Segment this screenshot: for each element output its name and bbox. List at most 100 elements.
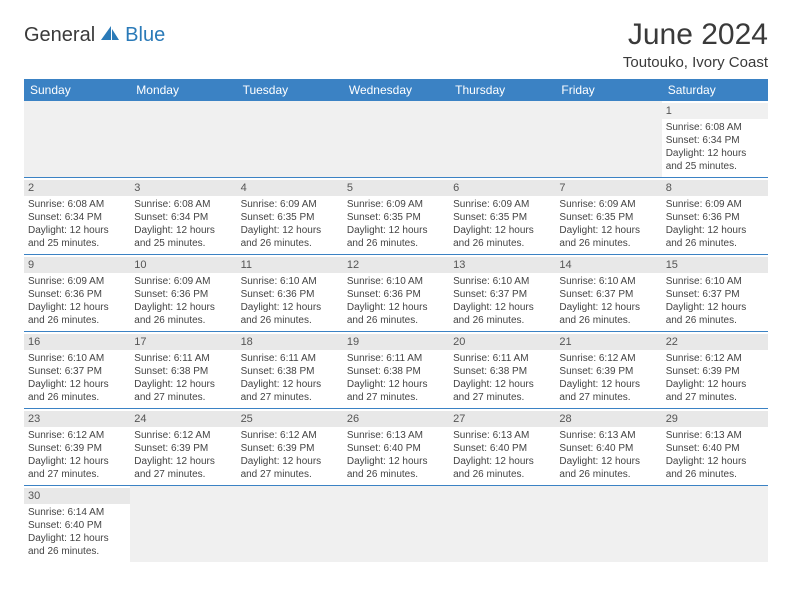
calendar-cell: 15Sunrise: 6:10 AMSunset: 6:37 PMDayligh… [662,255,768,332]
info-line: and 25 minutes. [28,237,126,250]
info-line: Sunrise: 6:09 AM [559,198,657,211]
day-header-friday: Friday [555,79,661,101]
day-info: Sunrise: 6:12 AMSunset: 6:39 PMDaylight:… [559,352,657,404]
day-number: 23 [24,411,130,427]
info-line: Sunset: 6:38 PM [134,365,232,378]
header: General Blue June 2024 Toutouko, Ivory C… [24,18,768,71]
info-line: Sunset: 6:40 PM [559,442,657,455]
day-number: 1 [662,103,768,119]
day-number: 6 [449,180,555,196]
info-line: and 26 minutes. [347,237,445,250]
day-number: 19 [343,334,449,350]
info-line: Sunset: 6:36 PM [134,288,232,301]
info-line: Sunrise: 6:10 AM [559,275,657,288]
calendar-cell: 16Sunrise: 6:10 AMSunset: 6:37 PMDayligh… [24,332,130,409]
day-info: Sunrise: 6:11 AMSunset: 6:38 PMDaylight:… [453,352,551,404]
day-number: 26 [343,411,449,427]
day-info: Sunrise: 6:09 AMSunset: 6:35 PMDaylight:… [453,198,551,250]
info-line: and 26 minutes. [666,314,764,327]
info-line: Daylight: 12 hours [241,301,339,314]
day-info: Sunrise: 6:09 AMSunset: 6:35 PMDaylight:… [347,198,445,250]
info-line: Daylight: 12 hours [134,224,232,237]
info-line: and 25 minutes. [666,160,764,173]
calendar-cell: 12Sunrise: 6:10 AMSunset: 6:36 PMDayligh… [343,255,449,332]
info-line: Sunrise: 6:09 AM [347,198,445,211]
info-line: Sunset: 6:35 PM [559,211,657,224]
day-number: 24 [130,411,236,427]
day-info: Sunrise: 6:10 AMSunset: 6:37 PMDaylight:… [666,275,764,327]
info-line: Sunset: 6:39 PM [559,365,657,378]
day-info: Sunrise: 6:10 AMSunset: 6:36 PMDaylight:… [347,275,445,327]
info-line: Daylight: 12 hours [559,301,657,314]
day-info: Sunrise: 6:11 AMSunset: 6:38 PMDaylight:… [347,352,445,404]
calendar-cell: 23 Sunrise: 6:12 AMSunset: 6:39 PMDayligh… [24,409,130,486]
day-info: Sunrise: 6:12 AMSunset: 6:39 PMDaylight:… [666,352,764,404]
calendar-cell: 2Sunrise: 6:08 AMSunset: 6:34 PMDaylight… [24,178,130,255]
info-line: and 26 minutes. [559,468,657,481]
info-line: Daylight: 12 hours [28,378,126,391]
calendar-cell: 7Sunrise: 6:09 AMSunset: 6:35 PMDaylight… [555,178,661,255]
info-line: and 26 minutes. [241,314,339,327]
calendar-cell [555,486,661,563]
calendar-table: Sunday Monday Tuesday Wednesday Thursday… [24,79,768,562]
day-number: 3 [130,180,236,196]
info-line: and 26 minutes. [28,391,126,404]
info-line: and 27 minutes. [241,468,339,481]
info-line: Daylight: 12 hours [28,455,126,468]
info-line: Daylight: 12 hours [559,378,657,391]
info-line: Sunrise: 6:11 AM [453,352,551,365]
day-info: Sunrise: 6:11 AMSunset: 6:38 PMDaylight:… [134,352,232,404]
info-line: Sunrise: 6:10 AM [666,275,764,288]
info-line: and 26 minutes. [347,468,445,481]
info-line: and 26 minutes. [666,468,764,481]
calendar-cell: 14Sunrise: 6:10 AMSunset: 6:37 PMDayligh… [555,255,661,332]
calendar-cell: 8Sunrise: 6:09 AMSunset: 6:36 PMDaylight… [662,178,768,255]
info-line: Sunset: 6:39 PM [666,365,764,378]
day-info: Sunrise: 6:08 AMSunset: 6:34 PMDaylight:… [666,121,764,173]
calendar-cell: 22Sunrise: 6:12 AMSunset: 6:39 PMDayligh… [662,332,768,409]
info-line: and 26 minutes. [559,314,657,327]
info-line: and 27 minutes. [134,468,232,481]
calendar-row: 2Sunrise: 6:08 AMSunset: 6:34 PMDaylight… [24,178,768,255]
day-number: 5 [343,180,449,196]
info-line: Daylight: 12 hours [347,378,445,391]
info-line: Sunrise: 6:09 AM [134,275,232,288]
info-line: Daylight: 12 hours [666,147,764,160]
day-info: Sunrise: 6:13 AMSunset: 6:40 PMDaylight:… [666,429,764,481]
day-info: Sunrise: 6:14 AMSunset: 6:40 PMDaylight:… [28,506,126,558]
calendar-cell: 20Sunrise: 6:11 AMSunset: 6:38 PMDayligh… [449,332,555,409]
info-line: Sunset: 6:35 PM [241,211,339,224]
info-line: Sunset: 6:40 PM [347,442,445,455]
info-line: and 27 minutes. [347,391,445,404]
info-line: Sunset: 6:35 PM [347,211,445,224]
info-line: Daylight: 12 hours [134,378,232,391]
day-info: Sunrise: 6:12 AMSunset: 6:39 PMDaylight:… [241,429,339,481]
info-line: Sunrise: 6:12 AM [559,352,657,365]
info-line: and 26 minutes. [28,545,126,558]
calendar-cell: 25Sunrise: 6:12 AMSunset: 6:39 PMDayligh… [237,409,343,486]
day-number: 4 [237,180,343,196]
calendar-cell: 5 Sunrise: 6:09 AMSunset: 6:35 PMDaylight… [343,178,449,255]
info-line: and 25 minutes. [134,237,232,250]
calendar-cell: 26Sunrise: 6:13 AMSunset: 6:40 PMDayligh… [343,409,449,486]
info-line: Daylight: 12 hours [28,224,126,237]
info-line: Sunset: 6:35 PM [453,211,551,224]
info-line: Sunset: 6:34 PM [134,211,232,224]
info-line: Sunset: 6:36 PM [28,288,126,301]
day-info: Sunrise: 6:09 AMSunset: 6:35 PMDaylight:… [559,198,657,250]
day-info: Sunrise: 6:12 AMSunset: 6:39 PMDaylight:… [28,429,126,481]
logo-text-blue: Blue [125,24,165,47]
info-line: Daylight: 12 hours [559,455,657,468]
info-line: Sunset: 6:34 PM [28,211,126,224]
logo: General Blue [24,24,165,47]
day-info: Sunrise: 6:10 AMSunset: 6:37 PMDaylight:… [453,275,551,327]
day-header-saturday: Saturday [662,79,768,101]
info-line: Sunrise: 6:14 AM [28,506,126,519]
info-line: and 26 minutes. [666,237,764,250]
info-line: Sunset: 6:37 PM [666,288,764,301]
info-line: Sunset: 6:37 PM [453,288,551,301]
info-line: Daylight: 12 hours [347,455,445,468]
info-line: Sunset: 6:39 PM [28,442,126,455]
info-line: Daylight: 12 hours [453,455,551,468]
info-line: Sunrise: 6:12 AM [666,352,764,365]
